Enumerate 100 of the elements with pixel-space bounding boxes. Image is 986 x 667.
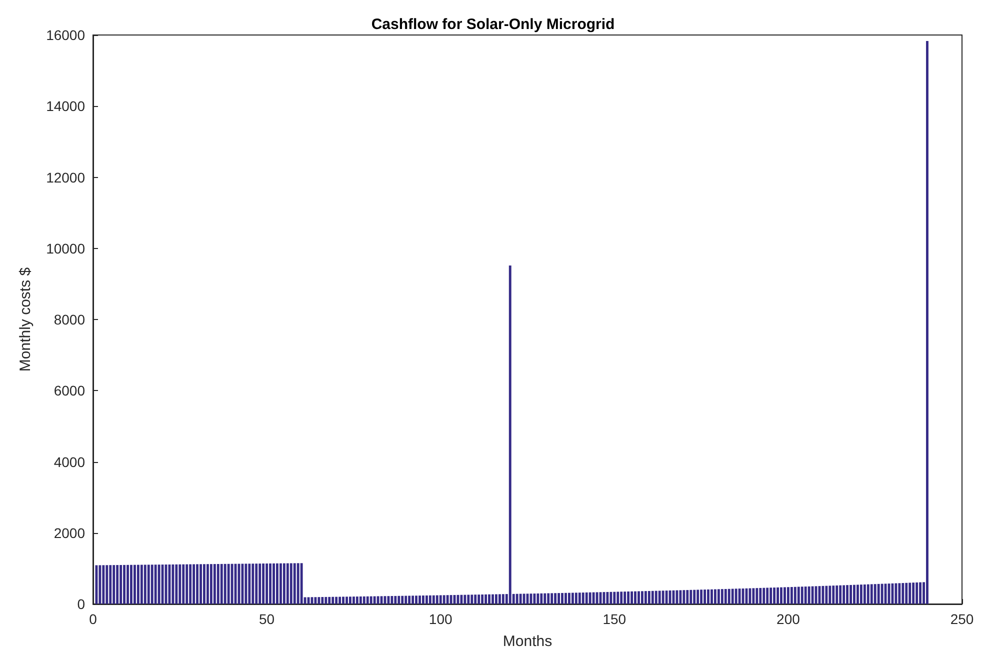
bar (102, 565, 105, 604)
bar (610, 592, 612, 604)
bar (439, 595, 442, 604)
bar (828, 586, 832, 604)
bar (585, 592, 588, 604)
bar (206, 564, 209, 604)
bar (786, 587, 790, 604)
bar (638, 591, 640, 604)
bar (574, 592, 578, 604)
bar (262, 564, 265, 604)
bar (550, 593, 554, 604)
bar (648, 590, 650, 604)
bar (478, 594, 480, 604)
bar (216, 564, 220, 604)
bar (797, 586, 800, 604)
bar (390, 596, 394, 604)
bar (398, 596, 400, 604)
bar (624, 592, 626, 604)
x-tick-label: 250 (950, 611, 974, 627)
bar (394, 596, 397, 604)
bar (654, 590, 658, 604)
bar (244, 564, 248, 604)
bar (728, 588, 730, 604)
bar (554, 593, 557, 604)
bar (470, 594, 474, 604)
bar (158, 564, 160, 604)
bar (578, 592, 581, 604)
bar (842, 585, 846, 604)
bar (690, 590, 692, 604)
bar (558, 593, 560, 604)
bar (366, 596, 369, 604)
y-tick-label: 10000 (46, 240, 86, 256)
bar (651, 590, 654, 604)
bar (519, 594, 522, 604)
bar (832, 586, 835, 604)
bar (321, 596, 324, 604)
bar (508, 265, 512, 604)
bar (227, 564, 230, 604)
bar (178, 564, 182, 604)
bar (467, 594, 470, 604)
bar (332, 596, 334, 604)
bar (252, 564, 254, 604)
bar (425, 595, 428, 604)
bar (481, 594, 484, 604)
bar (776, 587, 779, 604)
bar (752, 588, 755, 604)
bar (272, 563, 275, 604)
bar (296, 563, 300, 604)
bar (213, 564, 216, 604)
bar (464, 594, 466, 604)
bar (175, 564, 178, 604)
bar (276, 563, 278, 604)
bar (172, 564, 174, 604)
y-tick-label: 8000 (54, 312, 86, 328)
bar (682, 590, 686, 604)
bar (756, 588, 758, 604)
bar (282, 563, 286, 604)
bar (182, 564, 185, 604)
bar (342, 596, 344, 604)
bar (800, 586, 804, 604)
bar (418, 596, 421, 604)
bar (714, 589, 716, 604)
bar (412, 596, 414, 604)
bar (401, 596, 404, 604)
y-tick-label: 2000 (54, 524, 86, 541)
bar (116, 565, 119, 604)
bar (352, 596, 355, 604)
bar (686, 590, 689, 604)
bar (446, 595, 449, 604)
bar (616, 592, 620, 604)
bar (571, 592, 574, 604)
bar (502, 594, 504, 604)
y-axis-title: Monthly costs $ (17, 266, 34, 372)
bar (770, 588, 772, 604)
bar (144, 564, 146, 604)
bar (662, 590, 664, 604)
bar (665, 590, 668, 604)
bar (880, 584, 884, 604)
bar (839, 585, 842, 604)
bar (720, 589, 724, 604)
bar (693, 590, 696, 604)
bar (192, 564, 196, 604)
x-tick-label: 150 (602, 611, 626, 627)
bar (338, 596, 342, 604)
bar (606, 592, 609, 604)
bar (123, 564, 126, 604)
bar (860, 584, 862, 604)
bar (120, 564, 122, 604)
bar (266, 563, 268, 604)
bar (404, 596, 408, 604)
bar (224, 564, 226, 604)
bar (436, 595, 438, 604)
bar (432, 595, 435, 604)
bar (738, 588, 741, 604)
bar (488, 594, 490, 604)
bar (870, 584, 873, 604)
bar (269, 563, 272, 604)
bar (286, 563, 289, 604)
bar (203, 564, 206, 604)
bar (536, 593, 540, 604)
